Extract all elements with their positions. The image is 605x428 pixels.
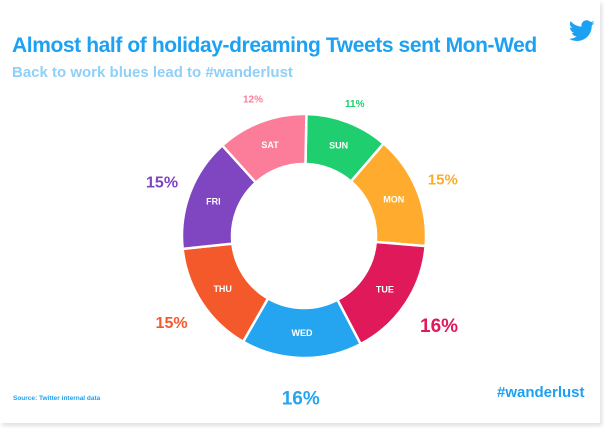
percent-label-sat: 12% <box>243 95 263 106</box>
percent-label-sun: 11% <box>345 99 365 110</box>
segment-label-wed: WED <box>292 328 313 338</box>
segment-label-sat: SAT <box>261 140 279 150</box>
chart-title: Almost half of holiday-dreaming Tweets s… <box>12 34 537 57</box>
donut-segment-sat <box>220 112 308 185</box>
segment-label-sun: SUN <box>329 140 348 150</box>
percent-label-wed: 16% <box>282 389 320 410</box>
segment-label-thu: THU <box>213 284 232 294</box>
twitter-bird-icon <box>569 20 595 41</box>
percent-label-tue: 16% <box>420 316 458 337</box>
segment-label-mon: MON <box>383 194 404 204</box>
percent-label-thu: 15% <box>156 315 188 332</box>
hashtag-label: #wanderlust <box>497 384 585 401</box>
percent-label-fri: 15% <box>146 174 178 191</box>
segment-label-fri: FRI <box>206 196 221 206</box>
segment-label-tue: TUE <box>376 285 394 295</box>
percent-label-mon: 15% <box>428 171 458 188</box>
chart-subtitle: Back to work blues lead to #wanderlust <box>12 64 293 81</box>
source-note: Source: Twitter internal data <box>13 395 101 402</box>
